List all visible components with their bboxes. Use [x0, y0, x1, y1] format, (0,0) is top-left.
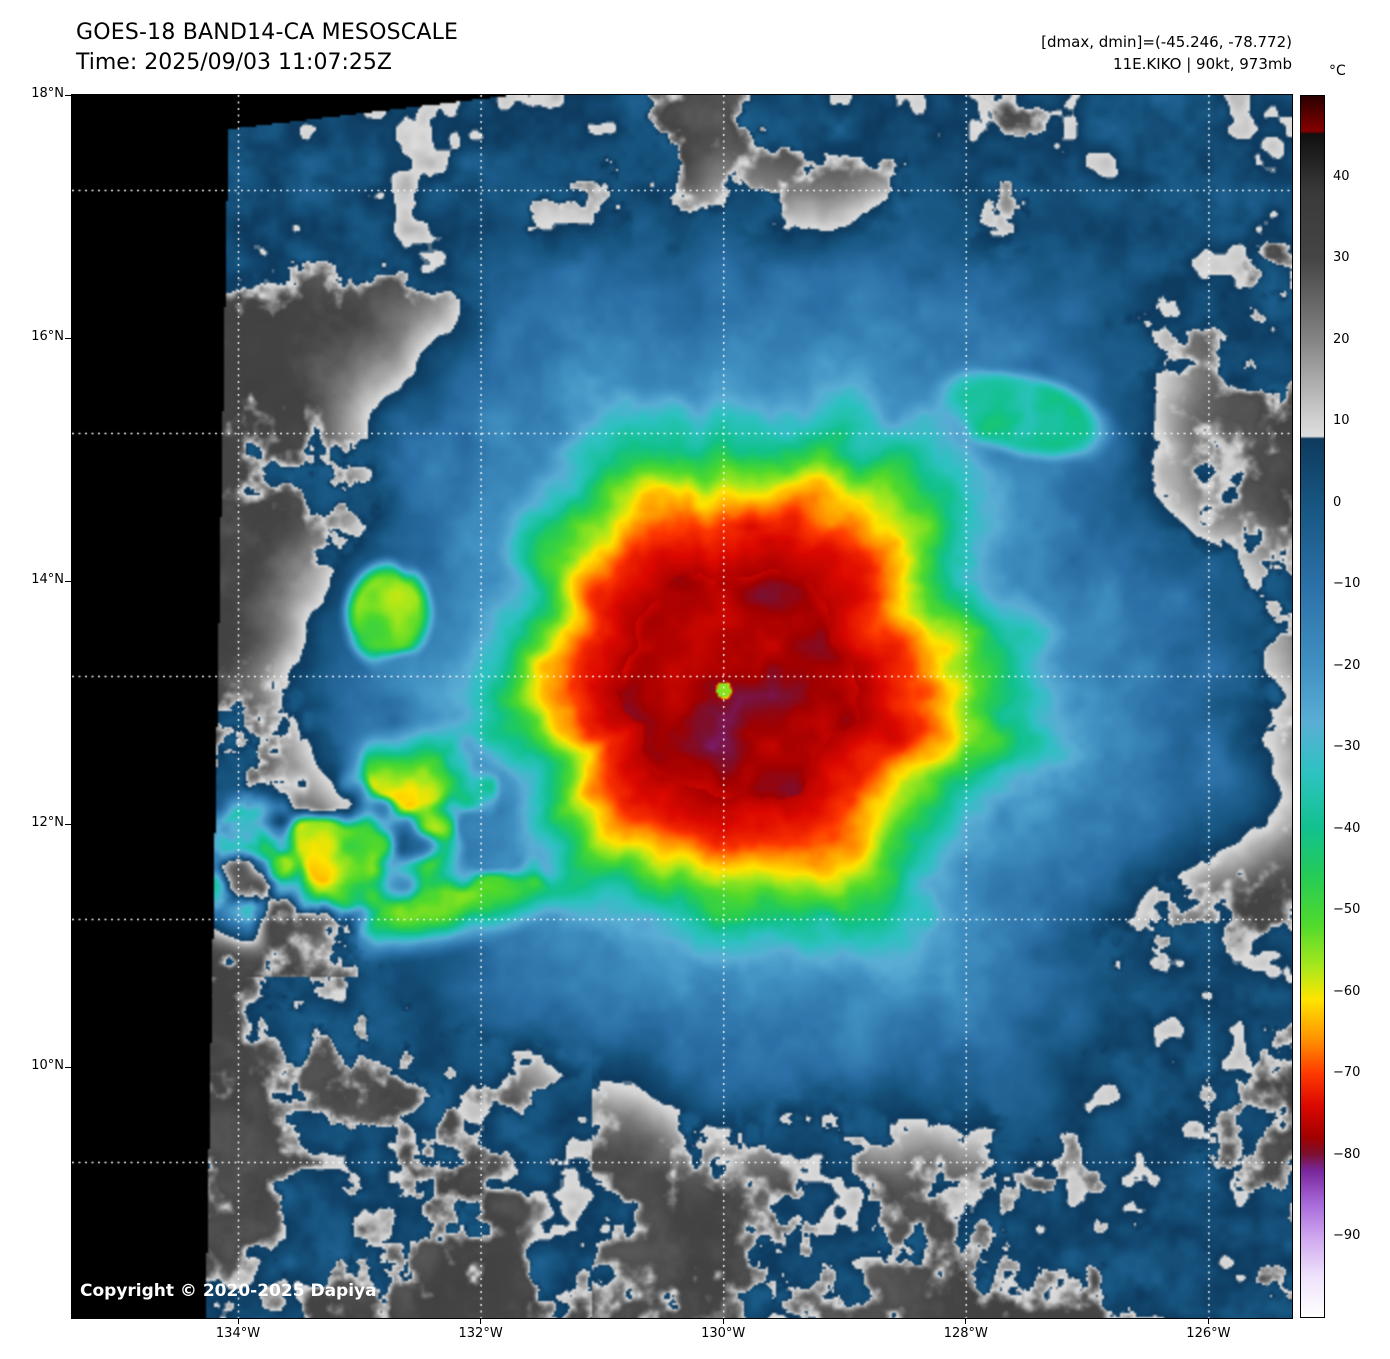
colorbar [1300, 95, 1325, 1318]
x-axis-tick [237, 1318, 239, 1324]
lat-tick-label: 14°N [31, 572, 64, 587]
colorbar-tick-label: −70 [1333, 1065, 1361, 1081]
lat-tick-label: 18°N [31, 86, 64, 101]
satellite-ir-image [71, 94, 1293, 1319]
product-title: GOES-18 BAND14-CA MESOSCALE [76, 20, 459, 45]
metadata-block: [dmax, dmin]=(-45.246, -78.772) 11E.KIKO… [1041, 31, 1292, 75]
x-axis-tick [722, 1318, 724, 1324]
colorbar-tick-label: −20 [1333, 657, 1361, 673]
lon-tick-label: 134°W [215, 1326, 261, 1341]
colorbar-tick-label: 10 [1333, 413, 1350, 429]
colorbar-tick-label: 0 [1333, 494, 1342, 510]
lon-tick-label: 132°W [458, 1326, 503, 1341]
colorbar-tick-label: −60 [1333, 983, 1361, 999]
lon-tick-label: 130°W [701, 1326, 746, 1341]
x-axis-tick [965, 1318, 967, 1324]
y-axis-tick [65, 580, 71, 582]
colorbar-tick-label: −40 [1333, 820, 1361, 836]
colorbar-tick-label: −10 [1333, 576, 1361, 592]
lon-tick-label: 128°W [943, 1326, 988, 1341]
dmax-dmin-readout: [dmax, dmin]=(-45.246, -78.772) [1041, 33, 1292, 51]
copyright-label: Copyright © 2020-2025 Dapiya [80, 1281, 377, 1301]
colorbar-tick-label: −30 [1333, 739, 1361, 755]
y-axis-tick [65, 823, 71, 825]
storm-info: 11E.KIKO | 90kt, 973mb [1113, 55, 1292, 73]
x-axis-tick [1207, 1318, 1209, 1324]
colorbar-tick-label: −80 [1333, 1146, 1361, 1162]
y-axis-tick [65, 1066, 71, 1068]
y-axis-tick [65, 94, 71, 96]
x-axis-tick [480, 1318, 482, 1324]
colorbar-tick-label: −90 [1333, 1228, 1361, 1244]
scan-time: Time: 2025/09/03 11:07:25Z [76, 50, 392, 75]
lat-tick-label: 10°N [31, 1058, 64, 1073]
y-axis-tick [65, 337, 71, 339]
colorbar-tick-label: 40 [1333, 168, 1350, 184]
lon-tick-label: 126°W [1186, 1326, 1231, 1341]
lat-tick-label: 16°N [31, 329, 64, 344]
colorbar-tick-label: 20 [1333, 331, 1350, 347]
lat-tick-label: 12°N [31, 815, 64, 830]
colorbar-unit-label: °C [1329, 63, 1346, 79]
colorbar-tick-label: 30 [1333, 250, 1350, 266]
colorbar-tick-label: −50 [1333, 902, 1361, 918]
